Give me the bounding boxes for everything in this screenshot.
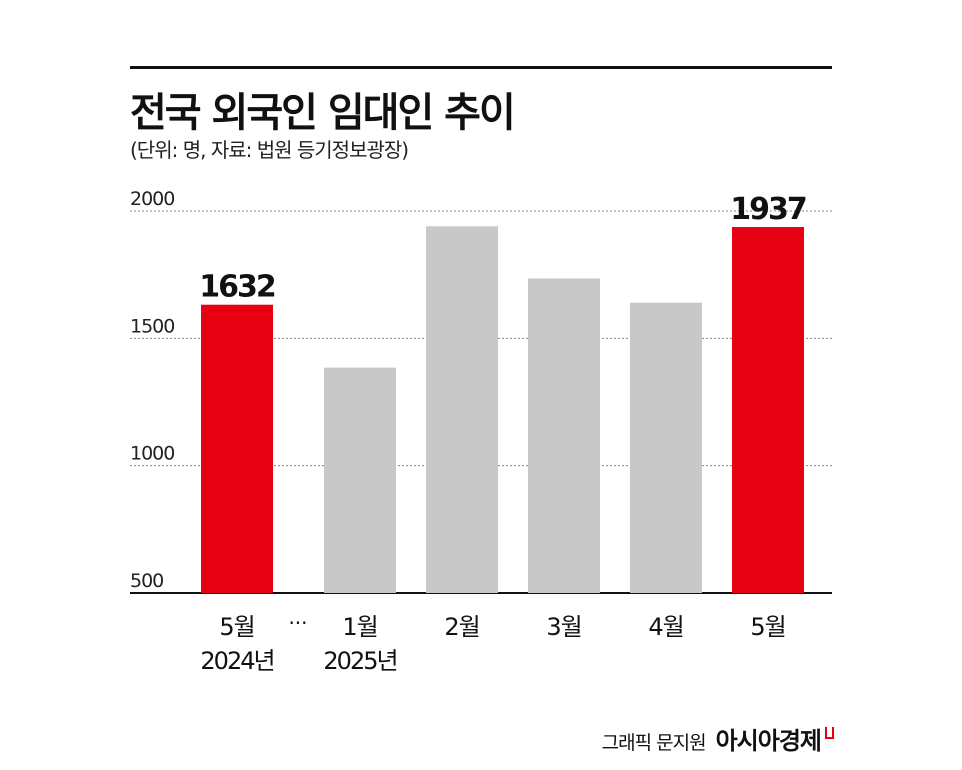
y-tick-label: 2000 [130, 188, 174, 210]
bar [528, 278, 600, 593]
top-rule [130, 66, 832, 69]
x-tick-label: 5월 [219, 613, 254, 641]
data-label: 1632 [199, 270, 275, 305]
y-tick-label: 500 [130, 570, 163, 592]
bar [324, 367, 396, 593]
credit-brand: 아시아경제 [715, 727, 822, 755]
x-tick-label: 2월 [444, 613, 479, 641]
bar [732, 227, 804, 593]
credit: 그래픽 문지원 아시아경제 [602, 721, 834, 756]
chart-title: 전국 외국인 임대인 추이 [130, 90, 516, 136]
x-tick-label: 5월 [750, 613, 785, 641]
brand-logo-icon [825, 727, 834, 739]
credit-artist: 그래픽 문지원 [601, 732, 707, 754]
x-tick-year-label: 2024년 [200, 647, 273, 675]
bar [426, 226, 498, 593]
labels: 500 1000 1500 2000 1632 5월 2024년 1월 2025년 2월 3월 4월 1… [130, 188, 808, 675]
x-tick-label: 3월 [546, 613, 581, 641]
x-tick-label: 1월 [342, 613, 377, 641]
y-tick-label: 1500 [130, 315, 174, 337]
bars [201, 226, 804, 593]
axis-break-marker: ··· [288, 611, 307, 635]
y-tick-label: 1000 [130, 443, 174, 465]
data-label: 1937 [730, 192, 806, 227]
x-tick-year-label: 2025년 [323, 647, 396, 675]
bar [201, 304, 273, 593]
bar [630, 302, 702, 593]
chart-subtitle: (단위: 명, 자료: 법원 등기정보광장) [130, 138, 409, 162]
x-tick-label: 4월 [648, 613, 683, 641]
